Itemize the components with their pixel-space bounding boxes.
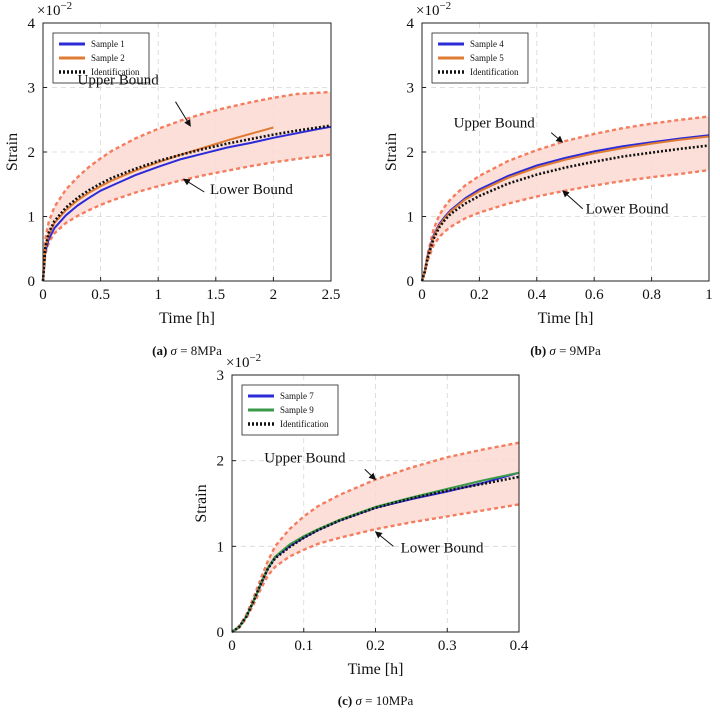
x-tick-label: 0.8	[642, 287, 661, 303]
legend-label: Sample 5	[470, 53, 504, 63]
legend-label: Sample 4	[470, 39, 504, 49]
chart-panel-2: 0 0.2 0.4 0.6 0.8 1 0 1 2 3 4×10−2 Time [h] Strain Sa…	[383, 0, 713, 358]
annotation-arrow	[374, 531, 394, 547]
x-tick-label: 0	[228, 638, 236, 654]
annotation-lower-bound: Lower Bound	[401, 540, 484, 556]
x-tick-label: 0.3	[438, 638, 457, 654]
annotation-upper-bound: Upper Bound	[454, 115, 536, 131]
x-tick-label: 0.1	[294, 638, 313, 654]
y-axis-multiplier: ×10−2	[416, 0, 451, 19]
y-tick-label: 3	[407, 81, 415, 97]
y-tick-label: 0	[217, 625, 225, 641]
legend: Sample 1 Sample 2 Identification	[52, 32, 150, 84]
y-tick-label: 2	[217, 454, 225, 470]
legend: Sample 7 Sample 9 Identification	[241, 384, 339, 436]
x-tick-label: 1	[154, 287, 162, 303]
series-identification	[231, 475, 520, 634]
annotation-arrow	[550, 132, 564, 143]
panel-caption: (b) σ = 9MPa	[530, 343, 601, 358]
legend-label: Sample 1	[91, 39, 125, 49]
annotation-arrow	[562, 190, 584, 210]
y-tick-label: 0	[28, 274, 36, 290]
legend-label: Identification	[91, 67, 140, 77]
legend-label: Identification	[280, 419, 329, 429]
legend-label: Sample 9	[280, 405, 314, 415]
bounds-band	[43, 92, 331, 281]
x-tick-label: 0.2	[366, 638, 385, 654]
x-tick-label: 0.2	[470, 287, 489, 303]
panel-caption: (c) σ = 10MPa	[338, 693, 414, 708]
y-axis-label: Strain	[4, 133, 21, 171]
bounds-band	[422, 116, 709, 281]
chart-panel-3: 0 0.1 0.2 0.3 0.4 0 1 2 3×10−2 Time [h] Strain Samp…	[193, 352, 529, 708]
y-tick-label: 0	[407, 274, 415, 290]
y-tick-label: 4	[407, 16, 415, 32]
y-tick-label: 1	[217, 539, 225, 555]
y-axis-label: Strain	[383, 133, 400, 171]
x-tick-label: 0	[39, 287, 47, 303]
x-tick-label: 1.5	[206, 287, 225, 303]
series-lower-bound	[41, 153, 332, 282]
legend-label: Sample 2	[91, 53, 125, 63]
y-axis-multiplier: ×10−2	[226, 352, 261, 371]
y-tick-label: 2	[28, 145, 36, 161]
x-tick-label: 2	[270, 287, 278, 303]
y-tick-label: 2	[407, 145, 415, 161]
legend: Sample 4 Sample 5 Identification	[431, 32, 529, 84]
x-tick-label: 1	[705, 287, 713, 303]
x-tick-label: 0.4	[510, 638, 529, 654]
y-axis-label: Strain	[193, 484, 210, 522]
x-tick-label: 0.5	[91, 287, 110, 303]
series-sample-1	[42, 125, 332, 282]
series-upper-bound	[41, 90, 332, 282]
legend-label: Identification	[470, 67, 519, 77]
y-axis-multiplier: ×10−2	[37, 0, 72, 19]
x-axis-label: Time [h]	[348, 661, 404, 678]
x-tick-label: 0.6	[585, 287, 604, 303]
annotation-lower-bound: Lower Bound	[586, 201, 669, 217]
annotation-arrow	[364, 468, 377, 480]
annotation-upper-bound: Upper Bound	[78, 72, 160, 88]
annotation-arrow	[175, 101, 191, 127]
series-upper-bound	[420, 115, 710, 282]
y-tick-label: 3	[28, 81, 36, 97]
legend-label: Sample 7	[280, 391, 314, 401]
chart-panel-1: 0 0.5 1 1.5 2 2.5 0 1 2 3 4×10−2 Time [h] Strain Samp…	[4, 0, 340, 358]
annotation-upper-bound: Upper Bound	[264, 450, 346, 466]
y-tick-label: 3	[217, 368, 225, 384]
y-tick-label: 1	[407, 210, 415, 226]
x-tick-label: 0	[418, 287, 426, 303]
y-tick-label: 4	[28, 16, 36, 32]
annotation-lower-bound: Lower Bound	[210, 182, 293, 198]
annotation-arrow	[182, 178, 205, 193]
x-tick-label: 0.4	[527, 287, 546, 303]
x-tick-label: 2.5	[322, 287, 341, 303]
panel-caption: (a) σ = 8MPa	[152, 343, 222, 358]
series-identification	[420, 144, 710, 282]
x-axis-label: Time [h]	[159, 310, 215, 327]
series-sample-5	[421, 135, 710, 282]
y-tick-label: 1	[28, 210, 36, 226]
x-axis-label: Time [h]	[538, 310, 594, 327]
